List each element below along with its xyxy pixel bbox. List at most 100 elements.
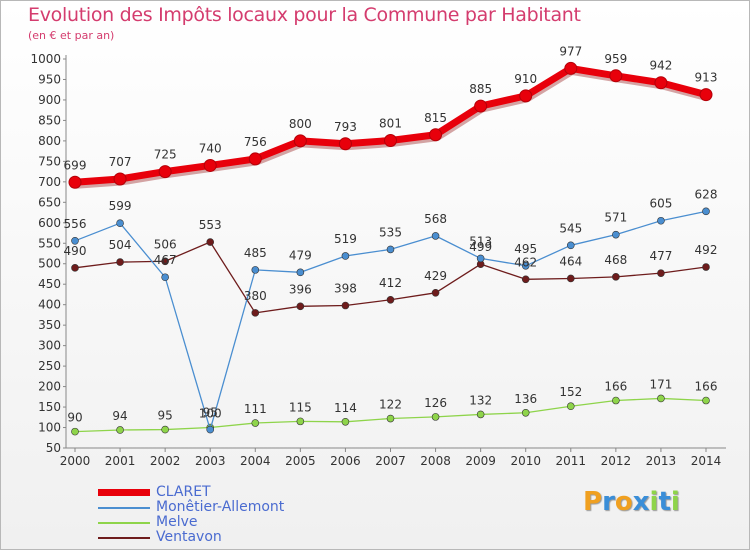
data-label: 94 <box>112 409 127 423</box>
data-point <box>564 61 578 75</box>
data-label: 462 <box>514 255 537 269</box>
proxiti-logo: Proxiti <box>583 487 680 517</box>
data-label: 111 <box>244 402 267 416</box>
logo-letter: x <box>632 487 650 517</box>
logo-letter: o <box>614 487 633 517</box>
data-label: 959 <box>604 52 627 66</box>
data-point <box>702 207 710 216</box>
data-point <box>71 427 79 436</box>
data-label: 800 <box>289 117 312 131</box>
data-label: 468 <box>604 253 627 267</box>
data-label: 568 <box>424 212 447 226</box>
y-tick-label: 1000 <box>30 52 61 66</box>
data-label: 725 <box>154 148 177 162</box>
data-point <box>657 216 665 225</box>
data-point <box>702 263 710 271</box>
logo-letter: r <box>602 487 615 517</box>
y-tick-label: 400 <box>38 298 61 312</box>
y-tick-label: 500 <box>38 257 61 271</box>
data-point <box>251 419 260 427</box>
y-tick-label: 50 <box>46 441 61 455</box>
data-point <box>158 165 172 179</box>
y-tick-label: 650 <box>38 195 61 209</box>
x-tick-label: 2009 <box>465 454 496 468</box>
data-point <box>609 69 623 83</box>
x-tick-label: 2014 <box>691 454 722 468</box>
data-point <box>521 408 530 417</box>
data-point <box>657 269 665 277</box>
data-point <box>566 241 575 250</box>
data-point <box>296 302 305 311</box>
data-point <box>341 417 350 426</box>
data-label: 166 <box>695 380 718 394</box>
data-point <box>657 394 665 403</box>
data-label: 699 <box>64 158 87 172</box>
data-point <box>612 230 620 239</box>
data-label: 380 <box>244 289 267 303</box>
data-label: 166 <box>604 380 627 394</box>
data-point <box>699 88 713 102</box>
data-label: 885 <box>469 82 492 96</box>
data-label: 519 <box>334 232 357 246</box>
logo-letter: P <box>583 487 603 517</box>
data-point <box>296 268 305 277</box>
x-tick-label: 2010 <box>510 454 541 468</box>
legend-item: Monêtier-Allemont <box>98 499 358 515</box>
y-tick-label: 950 <box>38 72 61 86</box>
data-label: 114 <box>334 401 357 415</box>
y-tick-label: 700 <box>38 175 61 189</box>
data-label: 464 <box>559 254 582 268</box>
data-label: 553 <box>199 218 222 232</box>
data-label: 545 <box>559 221 582 235</box>
y-tick-label: 450 <box>38 277 61 291</box>
logo-letter: i <box>649 487 659 517</box>
x-tick-label: 2012 <box>601 454 632 468</box>
data-label: 499 <box>469 240 492 254</box>
chart-subtitle: (en € et par an) <box>28 29 115 42</box>
data-point <box>386 245 395 254</box>
data-point <box>654 76 668 90</box>
data-label: 122 <box>379 398 402 412</box>
data-label: 599 <box>109 199 132 213</box>
legend-item: Ventavon <box>98 529 358 545</box>
data-point <box>338 137 352 151</box>
data-label: 479 <box>289 248 312 262</box>
data-point <box>251 266 260 274</box>
data-point <box>248 152 262 166</box>
data-point <box>161 425 169 434</box>
legend-swatch <box>98 489 150 496</box>
y-tick-label: 200 <box>38 380 61 394</box>
data-point <box>341 301 350 310</box>
legend-swatch <box>98 537 150 539</box>
data-label: 100 <box>199 407 222 421</box>
legend-item: Melve <box>98 514 358 530</box>
data-label: 756 <box>244 135 267 149</box>
data-label: 913 <box>695 71 718 85</box>
data-label: 152 <box>559 385 582 399</box>
x-tick-label: 2002 <box>150 454 181 468</box>
data-label: 95 <box>203 406 218 420</box>
legend-label: Monêtier-Allemont <box>156 499 285 515</box>
y-tick-label: 800 <box>38 134 61 148</box>
data-point <box>431 289 440 297</box>
data-point <box>116 219 124 227</box>
y-tick-label: 100 <box>38 421 61 435</box>
data-point <box>161 257 169 266</box>
data-label: 467 <box>154 253 177 267</box>
data-point <box>116 426 124 434</box>
data-label: 132 <box>469 393 492 407</box>
data-label: 429 <box>424 269 447 283</box>
data-point <box>68 175 82 189</box>
data-point <box>71 237 79 245</box>
x-tick-label: 2004 <box>240 454 271 468</box>
data-point <box>429 128 443 142</box>
data-point <box>206 425 215 434</box>
x-tick-label: 2000 <box>60 454 91 468</box>
data-point <box>161 273 169 282</box>
legend-item: CLARET <box>98 484 358 500</box>
data-point <box>431 232 440 240</box>
data-point <box>521 261 530 270</box>
x-tick-label: 2013 <box>646 454 677 468</box>
